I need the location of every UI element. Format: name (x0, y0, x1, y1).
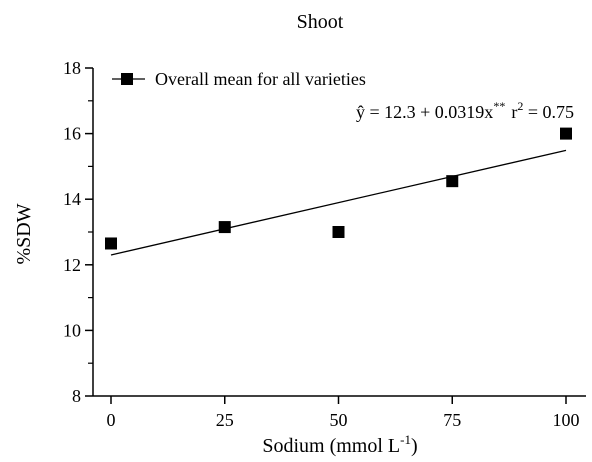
equation-r: r (511, 102, 517, 122)
y-tick-label: 12 (63, 255, 81, 275)
x-axis-label: Sodium (mmol L-1) (262, 432, 417, 457)
data-point (105, 237, 117, 250)
equation-r-value: = 0.75 (523, 102, 574, 122)
y-tick-label: 10 (63, 320, 81, 340)
x-axis-label-main: Sodium (mmol L (262, 435, 400, 457)
y-tick-label: 16 (63, 124, 81, 144)
data-point (560, 127, 572, 140)
trend-line (110, 149, 567, 256)
data-point (446, 175, 459, 188)
x-tick-label: 0 (107, 410, 116, 430)
data-point (218, 221, 231, 234)
y-tick-label: 18 (63, 58, 81, 78)
equation-significance: ** (493, 99, 505, 113)
chart-title: Shoot (297, 11, 344, 33)
equation-r-exponent: 2 (517, 99, 523, 113)
plot-area (105, 127, 572, 256)
x-axis: 0 25 50 75 100 (93, 395, 586, 430)
y-axis-label: %SDW (13, 203, 35, 264)
regression-equation: ŷ = 12.3 + 0.0319x** r2 = 0.75 (356, 99, 574, 122)
y-tick-label: 14 (63, 189, 81, 209)
data-point (332, 226, 345, 238)
legend-label: Overall mean for all varieties (155, 69, 366, 89)
y-tick-label: 8 (72, 386, 81, 406)
x-tick-label: 25 (216, 410, 234, 430)
y-axis: 8 10 12 14 16 18 (63, 58, 94, 406)
x-axis-label-exponent: -1 (400, 432, 411, 447)
equation-rhs: = 12.3 + 0.0319x (365, 102, 493, 122)
x-tick-label: 100 (553, 410, 580, 430)
x-axis-label-close: ) (411, 435, 418, 457)
x-tick-label: 75 (443, 410, 461, 430)
equation-yhat: ŷ (356, 102, 365, 122)
x-tick-label: 50 (330, 410, 348, 430)
legend: Overall mean for all varieties (112, 69, 366, 89)
